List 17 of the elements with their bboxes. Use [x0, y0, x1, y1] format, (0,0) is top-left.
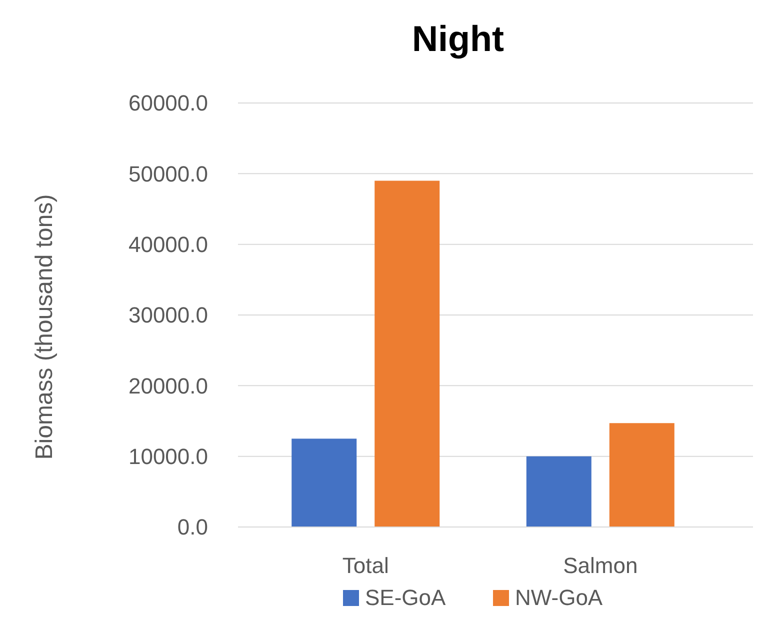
y-tick-label: 50000.0	[128, 161, 208, 186]
legend-label: SE-GoA	[365, 585, 446, 610]
y-axis-title: Biomass (thousand tons)	[31, 194, 58, 460]
x-tick-label: Salmon	[563, 553, 638, 578]
chart-title: Night	[412, 18, 504, 59]
x-tick-label: Total	[342, 553, 389, 578]
bar	[292, 438, 357, 527]
y-tick-label: 30000.0	[128, 302, 208, 328]
bar	[374, 180, 440, 527]
legend-label: NW-GoA	[515, 585, 603, 610]
bar	[609, 423, 674, 527]
y-tick-label: 60000.0	[128, 90, 208, 116]
bar	[526, 456, 592, 527]
y-tick-label: 10000.0	[128, 444, 208, 470]
y-tick-label: 40000.0	[128, 232, 208, 258]
y-tick-label: 20000.0	[128, 373, 208, 398]
y-tick-label: 0.0	[177, 514, 208, 540]
